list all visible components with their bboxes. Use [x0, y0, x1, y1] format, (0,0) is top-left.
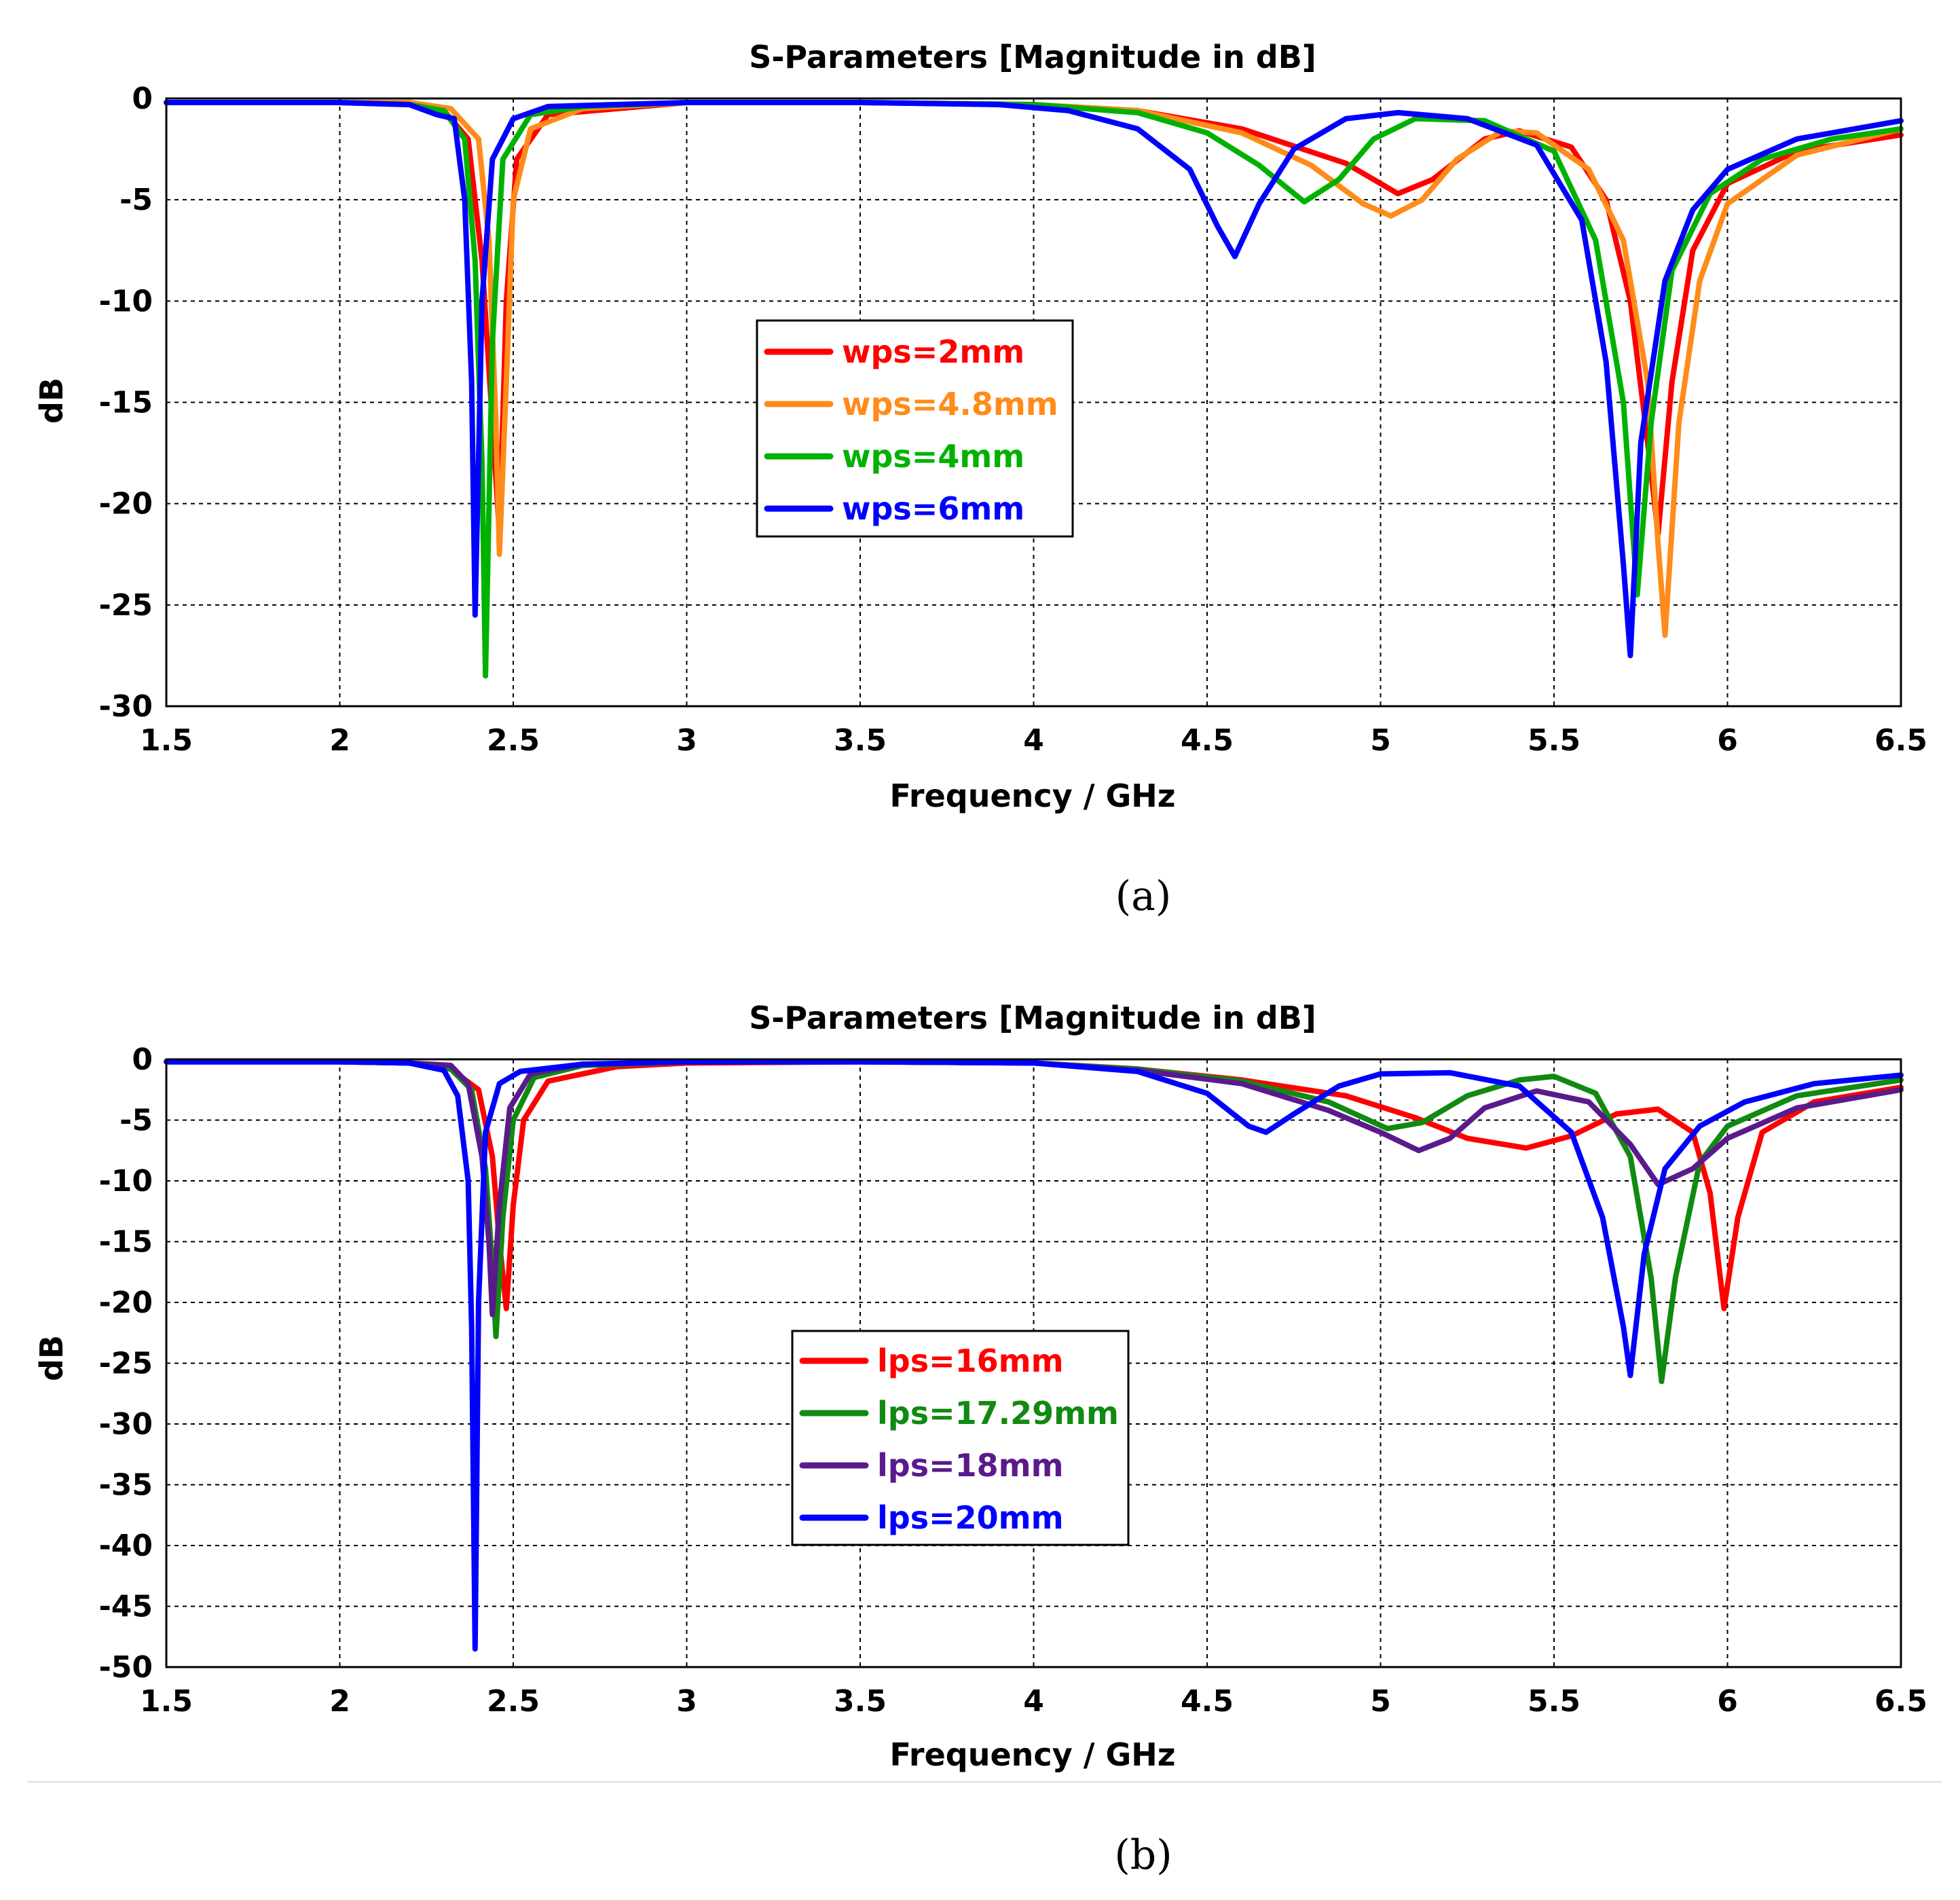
y-tick-label: -15: [99, 1225, 153, 1260]
y-axis-label: dB: [33, 378, 70, 424]
series-line-wps=4mm: [164, 100, 1904, 679]
y-axis-label: dB: [33, 1335, 70, 1381]
chart-panel-b: S-Parameters [Magnitude in dB] 1.5 2 2.5 3 3…: [27, 1000, 1942, 1879]
x-tick-label: 4: [1023, 723, 1044, 758]
legend-label: lps=20mm: [877, 1499, 1064, 1536]
y-tick-label: -35: [99, 1468, 153, 1503]
y-tick-label: -45: [99, 1590, 153, 1624]
chart-title: S-Parameters [Magnitude in dB]: [749, 39, 1316, 75]
legend: lps=16mm lps=17.29mm lps=18mm lps=20mm: [791, 1330, 1130, 1546]
legend-label: wps=4.8mm: [842, 386, 1058, 422]
y-tick-label: -5: [119, 1103, 153, 1138]
x-tick-label: 3.5: [834, 723, 887, 758]
legend-label: lps=17.29mm: [877, 1395, 1119, 1431]
x-axis-label: Frequency / GHz: [889, 1736, 1175, 1773]
y-tick-label: -15: [99, 386, 153, 420]
series-line-wps=6mm: [164, 100, 1904, 659]
x-tick-label: 4.5: [1181, 723, 1234, 758]
x-tick-label: 6.5: [1874, 723, 1927, 758]
panel-caption: (b): [1114, 1831, 1172, 1879]
y-tick-label: -30: [99, 689, 153, 724]
plot-frame: [165, 1058, 1902, 1668]
legend-label: wps=6mm: [842, 490, 1024, 527]
series-line-lps=20mm: [164, 1059, 1904, 1652]
x-tick-label: 5: [1370, 723, 1391, 758]
legend-label: lps=18mm: [877, 1447, 1064, 1484]
x-tick-label: 6.5: [1874, 1684, 1927, 1719]
legend-label: wps=4mm: [842, 438, 1024, 475]
y-tick-label: -25: [99, 588, 153, 623]
x-tick-label: 3.5: [834, 1684, 887, 1719]
chart-panel-a: S-Parameters [Magnitude in dB] 1.5 2 2.5 3 3…: [33, 39, 1927, 920]
x-tick-label: 6: [1717, 1684, 1738, 1719]
y-tick-label: -25: [99, 1347, 153, 1381]
x-tick-label: 3: [676, 723, 697, 758]
x-tick-label: 2: [329, 723, 350, 758]
x-tick-label: 4.5: [1181, 1684, 1234, 1719]
y-tick-label: -30: [99, 1407, 153, 1442]
x-tick-label: 5: [1370, 1684, 1391, 1719]
panel-caption: (a): [1115, 873, 1172, 920]
legend-box: [756, 319, 1074, 538]
y-tick-label: 0: [132, 1042, 153, 1077]
y-tick-label: -50: [99, 1650, 153, 1685]
x-tick-label: 2.5: [487, 1684, 540, 1719]
x-tick-label: 5.5: [1528, 1684, 1580, 1719]
y-tick-label: -5: [119, 183, 153, 217]
legend-label: lps=16mm: [877, 1342, 1064, 1379]
x-axis-label: Frequency / GHz: [889, 778, 1175, 814]
y-tick-label: 0: [132, 81, 153, 116]
x-tick-label: 5.5: [1528, 723, 1580, 758]
legend-box: [791, 1330, 1130, 1546]
y-tick-label: -10: [99, 284, 153, 318]
plot-frame: [165, 97, 1902, 708]
y-tick-label: -10: [99, 1164, 153, 1199]
x-tick-label: 2: [329, 1684, 350, 1719]
x-tick-label: 1.5: [140, 1684, 193, 1719]
y-tick-label: -20: [99, 1285, 153, 1320]
legend-label: wps=2mm: [842, 333, 1024, 370]
x-tick-label: 6: [1717, 723, 1738, 758]
y-tick-label: -40: [99, 1529, 153, 1563]
x-tick-label: 4: [1023, 1684, 1044, 1719]
x-tick-label: 1.5: [140, 723, 193, 758]
legend: wps=2mm wps=4.8mm wps=4mm wps=6mm: [756, 319, 1074, 538]
y-tick-label: -20: [99, 487, 153, 522]
chart-title: S-Parameters [Magnitude in dB]: [749, 1000, 1316, 1036]
x-tick-label: 2.5: [487, 723, 540, 758]
x-tick-label: 3: [676, 1684, 697, 1719]
